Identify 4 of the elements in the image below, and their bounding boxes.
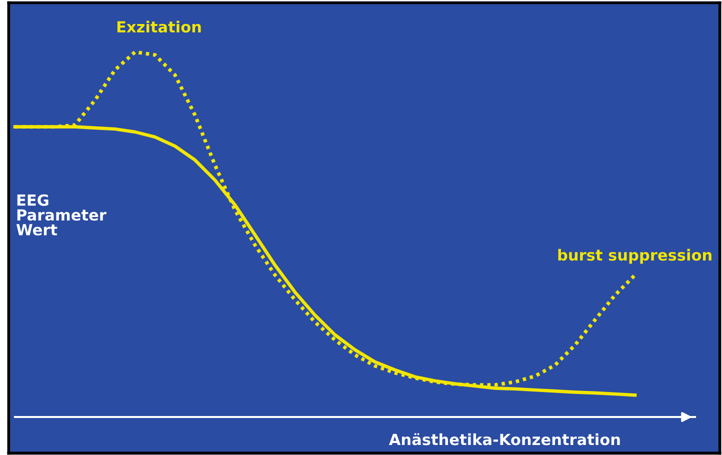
x-axis-title: Anästhetika-Konzentration	[388, 433, 620, 446]
text: Exzitation	[117, 20, 201, 33]
y-axis-title: EEG Parameter Wert	[16, 194, 106, 236]
annotation: burst suppression	[558, 248, 712, 264]
